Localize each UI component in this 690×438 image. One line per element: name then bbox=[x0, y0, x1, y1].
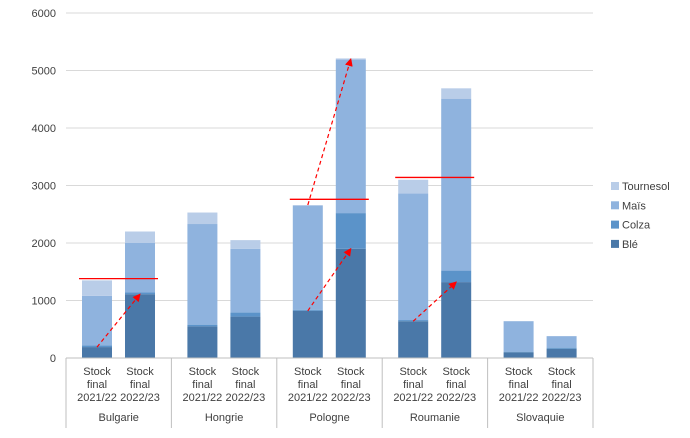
legend-swatch bbox=[611, 201, 619, 209]
group-label: Slovaquie bbox=[516, 412, 564, 424]
y-tick-label: 3000 bbox=[32, 181, 56, 193]
bar-segment-ma-s bbox=[336, 60, 366, 214]
x-tick-label: Stock final 2022/23 bbox=[226, 366, 266, 404]
bar-segment-ma-s bbox=[82, 296, 112, 345]
y-tick-label: 6000 bbox=[32, 8, 56, 20]
y-tick-label: 4000 bbox=[32, 123, 56, 135]
legend-label: Maïs bbox=[622, 200, 646, 212]
bar-segment-tournesol bbox=[293, 205, 323, 206]
x-tick-label: Stock final 2022/23 bbox=[331, 366, 371, 404]
y-axis-ticks: 0 1000 2000 3000 4000 5000 6000 bbox=[32, 8, 56, 365]
legend-label: Blé bbox=[622, 239, 638, 251]
x-tick-label: Stock final 2021/22 bbox=[393, 366, 433, 404]
bar-segment-tournesol bbox=[441, 88, 471, 98]
x-tick-label: Stock final 2021/22 bbox=[77, 366, 117, 404]
x-tick-label: Stock final 2022/23 bbox=[120, 366, 160, 404]
bar-segment-colza bbox=[336, 213, 366, 249]
bar-segment-tournesol bbox=[398, 180, 428, 194]
bar-segment-bl- bbox=[441, 282, 471, 358]
x-tick-label: Stock final 2021/22 bbox=[499, 366, 539, 404]
bar-segment-tournesol bbox=[187, 213, 217, 225]
x-tick-label: Stock final 2022/23 bbox=[542, 366, 582, 404]
bar-segment-bl- bbox=[336, 249, 366, 358]
bar-segment-ma-s bbox=[441, 99, 471, 271]
legend-swatch bbox=[611, 221, 619, 229]
x-tick-label: Stock final 2021/22 bbox=[288, 366, 328, 404]
bar-segment-colza bbox=[230, 313, 260, 317]
bar-segment-bl- bbox=[504, 352, 534, 358]
bar-segment-ma-s bbox=[187, 224, 217, 325]
bar-segment-ma-s bbox=[230, 249, 260, 313]
bar-segment-ma-s bbox=[547, 336, 577, 348]
bar-segment-tournesol bbox=[230, 240, 260, 249]
legend-item: Blé bbox=[611, 239, 638, 251]
bar-segment-bl- bbox=[187, 326, 217, 358]
legend-item: Tournesol bbox=[611, 181, 670, 193]
bar-segment-bl- bbox=[547, 349, 577, 358]
group-label: Hongrie bbox=[205, 412, 244, 424]
bar-segment-tournesol bbox=[125, 232, 155, 244]
bar-segment-tournesol bbox=[82, 280, 112, 296]
bar-segment-bl- bbox=[125, 294, 155, 358]
x-tick-label: Stock final 2021/22 bbox=[183, 366, 223, 404]
legend: Tournesol Maïs Colza Blé bbox=[611, 181, 670, 251]
y-tick-label: 2000 bbox=[32, 238, 56, 250]
bar-segment-ma-s bbox=[504, 321, 534, 351]
bar-segment-ma-s bbox=[293, 206, 323, 310]
bar-segment-bl- bbox=[82, 347, 112, 358]
legend-label: Tournesol bbox=[622, 181, 670, 193]
group-label: Roumanie bbox=[410, 412, 460, 424]
bar-segment-bl- bbox=[293, 311, 323, 358]
bar-segment-colza bbox=[441, 271, 471, 283]
bar-segment-ma-s bbox=[125, 243, 155, 292]
legend-item: Maïs bbox=[611, 200, 646, 212]
bar-segment-colza bbox=[547, 348, 577, 349]
bar-segment-bl- bbox=[230, 317, 260, 358]
legend-swatch bbox=[611, 240, 619, 248]
x-tick-label: Stock final 2022/23 bbox=[436, 366, 476, 404]
y-tick-label: 1000 bbox=[32, 296, 56, 308]
legend-label: Colza bbox=[622, 220, 651, 232]
y-tick-label: 5000 bbox=[32, 66, 56, 78]
group-label: Bulgarie bbox=[99, 412, 139, 424]
bar-segment-bl- bbox=[398, 321, 428, 358]
bar-segment-colza bbox=[187, 325, 217, 327]
bars bbox=[82, 58, 577, 358]
bar-segment-colza bbox=[125, 292, 155, 294]
legend-item: Colza bbox=[611, 220, 651, 232]
legend-swatch bbox=[611, 182, 619, 190]
y-tick-label: 0 bbox=[50, 353, 56, 365]
group-label: Pologne bbox=[309, 412, 349, 424]
bar-segment-colza bbox=[504, 352, 534, 353]
bar-segment-ma-s bbox=[398, 194, 428, 320]
